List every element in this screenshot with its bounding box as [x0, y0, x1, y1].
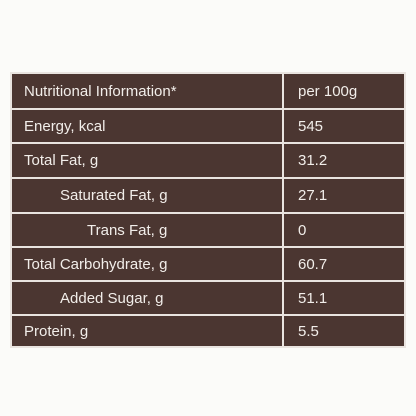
label-cell: Energy, kcal — [12, 110, 284, 142]
label-cell: Total Fat, g — [12, 144, 284, 177]
value-cell: 545 — [298, 117, 324, 135]
value-cell: 5.5 — [298, 322, 319, 340]
label-cell: Trans Fat, g — [12, 214, 284, 246]
header-row: Nutritional Information* per 100g — [12, 74, 404, 110]
value-cell: 51.1 — [298, 289, 328, 307]
label-cell: Total Carbohydrate, g — [12, 248, 284, 280]
table-row: Total Carbohydrate, g 60.7 — [12, 248, 404, 282]
value-cell: 0 — [298, 221, 307, 239]
table-row: Saturated Fat, g 27.1 — [12, 179, 404, 214]
nutrition-table: Nutritional Information* per 100g Energy, … — [10, 72, 406, 348]
label-cell: Saturated Fat, g — [12, 179, 284, 212]
value-cell: 31.2 — [298, 152, 328, 169]
value-cell: per 100g — [298, 82, 358, 100]
table-row: Total Fat, g 31.2 — [12, 144, 404, 179]
table-row: Protein, g 5.5 — [12, 316, 404, 346]
table-row: Added Sugar, g 51.1 — [12, 282, 404, 316]
label-cell: Protein, g — [12, 316, 284, 346]
table-row: Energy, kcal 545 — [12, 110, 404, 144]
table-row: Trans Fat, g 0 — [12, 214, 404, 248]
label-cell: Nutritional Information* — [12, 74, 284, 108]
value-cell: 27.1 — [298, 187, 328, 204]
label-cell: Added Sugar, g — [12, 282, 284, 314]
value-cell: 60.7 — [298, 255, 328, 273]
